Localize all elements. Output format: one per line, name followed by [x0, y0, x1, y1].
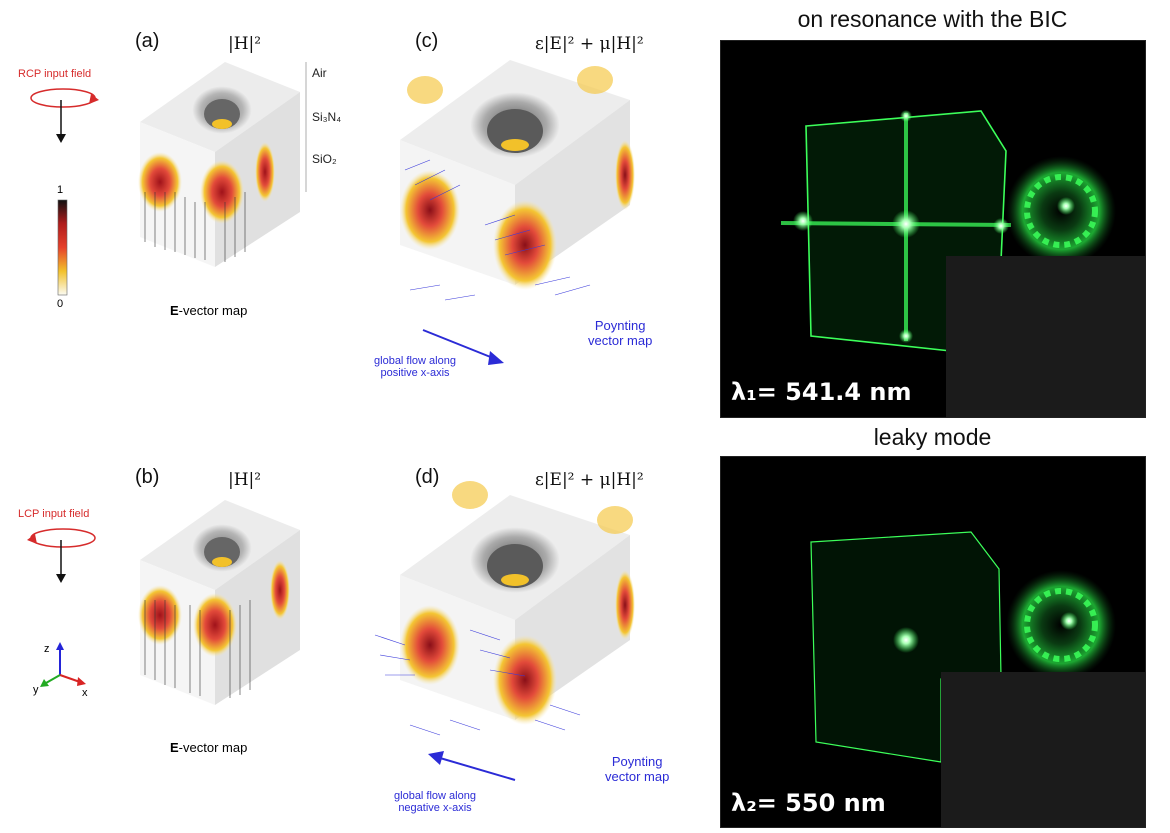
colorbar-min: 0	[57, 298, 64, 310]
panel-b-letter: (b)	[135, 466, 160, 488]
heading-leaky: leaky mode	[873, 424, 992, 450]
panel-d-letter: (d)	[415, 466, 440, 488]
panel-c-flow-label: global flow along positive x-axis	[374, 355, 456, 379]
wavelength-1: λ₁= 541.4 nm	[731, 378, 912, 406]
axis-y-label: y	[33, 684, 39, 696]
panel-d-map-label: Poynting vector map	[605, 754, 670, 784]
rcp-label: RCP input field	[18, 68, 92, 80]
positive-flow-arrow-icon	[422, 329, 504, 365]
axis-x-label: x	[82, 687, 88, 699]
panel-c-letter: (c)	[415, 30, 439, 52]
panel-b-caption: E-vector map	[170, 740, 248, 755]
panel-d-unit-cell	[374, 481, 635, 736]
wavelength-2: λ₂= 550 nm	[731, 789, 886, 817]
panel-a-unit-cell	[138, 62, 307, 267]
panel-a-letter: (a)	[135, 30, 160, 52]
layer-si3n4: Si₃N₄	[312, 110, 342, 124]
xyz-axes-icon	[40, 642, 86, 687]
panel-d-quantity: ε|E|² + μ|H|²	[535, 470, 644, 490]
colorbar	[57, 199, 68, 296]
colorbar-max: 1	[57, 184, 64, 196]
panel-b-unit-cell	[138, 500, 300, 705]
panel-a-caption: E-vector map	[170, 303, 248, 318]
rcp-circular-arrow-icon	[30, 88, 99, 143]
panel-c-map-label: Poynting vector map	[588, 318, 653, 348]
axis-z-label: z	[44, 643, 50, 655]
negative-flow-arrow-icon	[428, 751, 516, 781]
heading-bic: on resonance with the BIC	[797, 6, 1068, 32]
panel-c-unit-cell	[400, 60, 635, 301]
lcp-label: LCP input field	[18, 508, 90, 520]
panel-c-quantity: ε|E|² + μ|H|²	[535, 34, 644, 54]
layer-sio2: SiO₂	[312, 152, 337, 166]
panel-d-flow-label: global flow along negative x-axis	[394, 790, 476, 814]
panel-a-quantity: |H|²	[228, 34, 262, 54]
photo-leaky: λ₂= 550 nm	[720, 456, 1146, 828]
layer-air: Air	[312, 66, 327, 80]
panel-b-quantity: |H|²	[228, 470, 262, 490]
lcp-circular-arrow-icon	[27, 528, 96, 583]
photo-bic: λ₁= 541.4 nm	[720, 40, 1146, 418]
